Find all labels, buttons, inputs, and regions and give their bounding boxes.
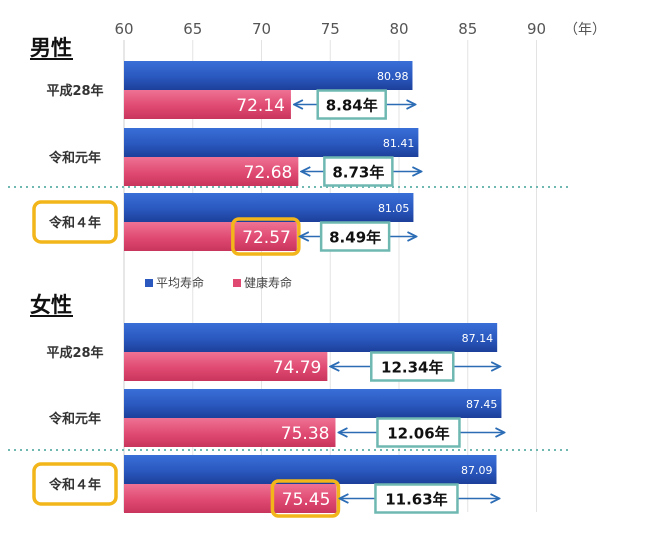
x-tick-label: 85 [458,20,477,38]
category-label: 平成28年 [46,83,103,99]
gap-label: 8.84年 [326,97,378,115]
bar-average [124,455,497,484]
bar-healthy-label: 72.68 [244,163,293,183]
bar-average [124,61,413,90]
category-label: 令和４年 [49,215,101,231]
bar-healthy [124,90,291,119]
category-highlight-box [32,200,118,244]
bar-healthy-label: 72.57 [242,228,291,248]
bar-average-label: 81.41 [383,137,415,150]
bar-healthy-label: 74.79 [273,358,322,378]
bar-average-label: 87.45 [466,398,498,411]
x-unit-label: （年） [564,22,606,38]
x-tick-label: 70 [252,20,271,38]
category-label: 令和４年 [49,477,101,493]
x-tick-label: 80 [389,20,408,38]
bar-healthy-label: 75.45 [282,490,331,510]
gap-box [319,221,391,252]
bar-average [124,323,498,352]
x-tick-label: 65 [183,20,202,38]
bar-healthy [124,157,299,186]
section-title: 女性 [30,293,72,317]
bar-average-label: 87.14 [462,332,494,345]
category-highlight-box [32,462,118,506]
x-tick-label: 90 [527,20,546,38]
bar-average-label: 87.09 [461,464,493,477]
x-tick-label: 60 [114,20,133,38]
bar-average [124,128,419,157]
gap-box [323,156,394,187]
bar-healthy [124,418,336,447]
legend-label-average: 平均寿命 [156,275,204,290]
category-label: 平成28年 [46,345,103,361]
gap-label: 11.63年 [385,491,447,509]
gap-box [370,351,455,382]
gap-box [376,417,461,448]
bar-healthy-label: 72.14 [236,96,285,116]
category-label: 令和元年 [49,411,101,427]
section-title: 男性 [30,36,72,60]
legend-swatch-average [145,279,153,287]
bar-average [124,193,414,222]
x-tick-label: 75 [321,20,340,38]
bar-healthy-label: 75.38 [281,424,330,444]
category-label: 令和元年 [49,150,101,166]
gap-label: 8.73年 [332,164,384,182]
bar-healthy [124,222,297,251]
bar-healthy [124,352,328,381]
gap-box [374,483,459,514]
legend-label-healthy: 健康寿命 [244,275,292,290]
bar-average [124,389,502,418]
gap-label: 12.06年 [387,425,449,443]
bar-average-label: 81.05 [378,202,410,215]
gap-label: 12.34年 [381,359,443,377]
gap-label: 8.49年 [329,229,381,247]
legend-swatch-healthy [233,279,241,287]
bar-healthy [124,484,337,513]
gap-box [316,89,387,120]
bar-average-label: 80.98 [377,70,409,83]
